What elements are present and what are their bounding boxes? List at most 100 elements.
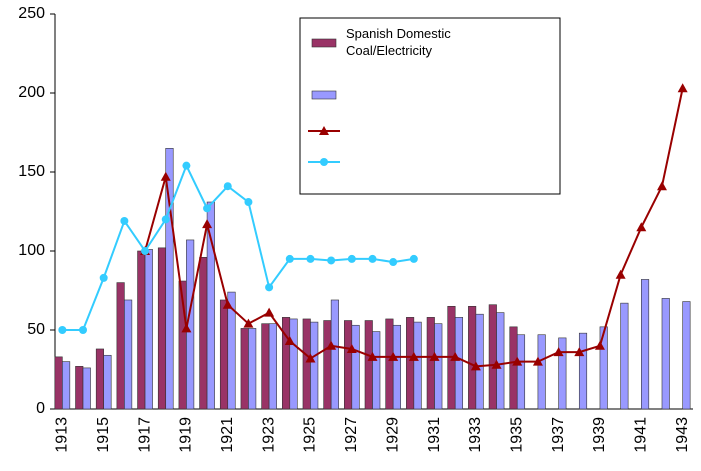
legend-swatch (311, 38, 337, 48)
bar (289, 318, 298, 410)
marker (305, 353, 316, 363)
x-tick-label: 1933 (467, 417, 484, 453)
bar (302, 318, 311, 410)
marker (656, 181, 667, 191)
marker (409, 254, 418, 263)
x-tick-label: 1919 (178, 417, 195, 453)
bar (330, 299, 339, 410)
bar (310, 321, 319, 410)
bar (144, 249, 153, 410)
legend-label-line: Coal/Electricity (346, 43, 432, 58)
marker (58, 326, 67, 334)
x-tick-label: 1923 (260, 417, 277, 453)
bar (165, 148, 174, 410)
x-tick-label: 1921 (219, 417, 236, 453)
bar (620, 302, 629, 410)
bar (426, 317, 435, 410)
bar (558, 337, 567, 410)
bar (206, 201, 215, 410)
bar (468, 305, 477, 410)
marker (636, 222, 647, 232)
bar (385, 318, 394, 410)
y-tick-label: 200 (18, 84, 45, 101)
legend-marker (320, 158, 328, 166)
marker (202, 219, 213, 229)
marker (327, 256, 336, 265)
bar (661, 298, 670, 410)
marker (388, 351, 399, 361)
marker (553, 347, 564, 357)
x-tick-label: 1917 (136, 417, 153, 453)
bar (268, 323, 277, 410)
bar (240, 328, 249, 410)
marker (470, 361, 481, 371)
marker (677, 83, 688, 93)
marker (408, 351, 419, 361)
bar (124, 299, 133, 410)
marker (346, 343, 357, 353)
bar (82, 367, 91, 410)
marker (160, 171, 171, 181)
bar (372, 331, 381, 410)
bar (157, 247, 167, 410)
bar (392, 324, 401, 410)
bar (406, 317, 415, 410)
marker (161, 215, 170, 224)
bar (509, 326, 518, 410)
legend: Spanish Domestic Coal/Electricity (299, 17, 561, 195)
bar (599, 326, 608, 410)
x-tick-label: 1931 (426, 417, 443, 453)
marker (532, 356, 543, 366)
legend-label-line: Spanish Domestic (346, 26, 451, 41)
marker (181, 323, 192, 333)
marker (99, 273, 108, 282)
marker (450, 351, 461, 361)
marker (120, 216, 129, 225)
marker (306, 254, 315, 263)
marker (244, 198, 253, 207)
marker (285, 254, 294, 263)
x-tick-label: 1943 (674, 417, 691, 453)
marker (594, 340, 605, 350)
bar (641, 279, 650, 410)
bar (351, 324, 360, 410)
legend-swatch (311, 90, 337, 100)
marker (326, 340, 337, 350)
marker (141, 247, 150, 255)
bar (682, 301, 691, 410)
x-tick-label: 1929 (384, 417, 401, 453)
marker (79, 326, 88, 334)
bar (364, 320, 373, 410)
marker (182, 161, 191, 170)
bar (475, 313, 484, 410)
marker (491, 359, 502, 369)
marker (347, 254, 356, 263)
bar (537, 334, 546, 410)
x-tick-label: 1941 (633, 417, 650, 453)
y-tick-label: 250 (18, 5, 45, 22)
bar (219, 299, 229, 410)
legend-label: Spanish Domestic Coal/Electricity (346, 26, 451, 58)
bar (578, 332, 588, 410)
bar (413, 321, 422, 410)
y-tick-label: 50 (27, 321, 45, 338)
legend-box (299, 17, 561, 195)
marker (203, 204, 212, 213)
marker (368, 254, 377, 263)
bar (496, 312, 505, 410)
marker (574, 347, 585, 357)
bar (248, 328, 257, 410)
bar (488, 304, 497, 410)
x-tick-label: 1935 (508, 417, 525, 453)
marker (512, 356, 523, 366)
bar (434, 323, 443, 410)
x-tick-label: 1937 (550, 417, 567, 453)
marker (265, 283, 274, 292)
y-tick-label: 100 (18, 242, 45, 259)
bar (62, 361, 71, 410)
bar (454, 317, 464, 410)
x-tick-label: 1925 (302, 417, 319, 453)
legend-marker (319, 126, 329, 135)
bar (261, 323, 270, 410)
